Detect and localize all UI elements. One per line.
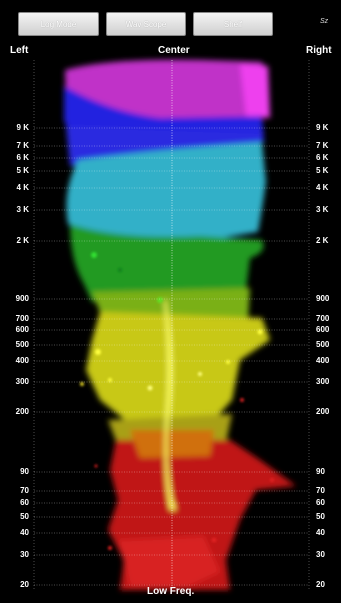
right-freq-label: 30: [316, 550, 325, 559]
left-freq-label: 70: [20, 486, 29, 495]
right-freq-label: 5 K: [316, 166, 329, 175]
yellow-band: [86, 312, 270, 424]
right-freq-label: 200: [316, 407, 330, 416]
right-freq-label: 2 K: [316, 236, 329, 245]
magenta-band: [65, 59, 267, 122]
left-freq-label: 2 K: [16, 236, 29, 245]
right-freq-label: 400: [316, 356, 330, 365]
left-freq-label: 3 K: [16, 205, 29, 214]
left-freq-label: 6 K: [16, 153, 29, 162]
left-freq-label: 20: [20, 580, 29, 589]
left-freq-label: 400: [15, 356, 29, 365]
log-mode-button[interactable]: Log Mode: [18, 12, 99, 36]
wav-scope-button[interactable]: Wav Scope: [106, 12, 186, 36]
right-freq-label: 4 K: [316, 183, 329, 192]
right-freq-label: 600: [316, 325, 330, 334]
right-freq-label: 90: [316, 467, 325, 476]
left-freq-label: 7 K: [16, 141, 29, 150]
cyan-band: [66, 142, 266, 248]
left-freq-label: 900: [15, 294, 29, 303]
right-channel-label: Right: [306, 45, 332, 56]
right-freq-label: 3 K: [316, 205, 329, 214]
shelf-button[interactable]: Shelf: [193, 12, 273, 36]
left-freq-label: 700: [15, 314, 29, 323]
size-label: Sz: [320, 18, 329, 25]
right-freq-label: 6 K: [316, 153, 329, 162]
left-freq-label: 300: [15, 377, 29, 386]
left-freq-label: 200: [15, 407, 29, 416]
right-freq-label: 300: [316, 377, 330, 386]
center-label: Center: [158, 45, 190, 56]
green-band: [70, 224, 264, 302]
right-freq-label: 60: [316, 498, 325, 507]
left-freq-label: 30: [20, 550, 29, 559]
right-freq-label: 700: [316, 314, 330, 323]
left-freq-label: 5 K: [16, 166, 29, 175]
left-freq-label: 500: [15, 340, 29, 349]
right-freq-label: 7 K: [316, 141, 329, 150]
left-channel-label: Left: [10, 45, 29, 56]
right-freq-label: 70: [316, 486, 325, 495]
left-freq-label: 600: [15, 325, 29, 334]
right-freq-label: 50: [316, 512, 325, 521]
right-freq-label: 20: [316, 580, 325, 589]
left-freq-label: 60: [20, 498, 29, 507]
left-freq-label: 4 K: [16, 183, 29, 192]
left-freq-label: 9 K: [16, 123, 29, 132]
right-freq-label: 40: [316, 528, 325, 537]
right-freq-label: 9 K: [316, 123, 329, 132]
right-freq-label: 900: [316, 294, 330, 303]
left-freq-label: 40: [20, 528, 29, 537]
low-frequency-label: Low Freq.: [147, 586, 195, 597]
left-freq-label: 90: [20, 467, 29, 476]
right-freq-label: 500: [316, 340, 330, 349]
left-freq-label: 50: [20, 512, 29, 521]
